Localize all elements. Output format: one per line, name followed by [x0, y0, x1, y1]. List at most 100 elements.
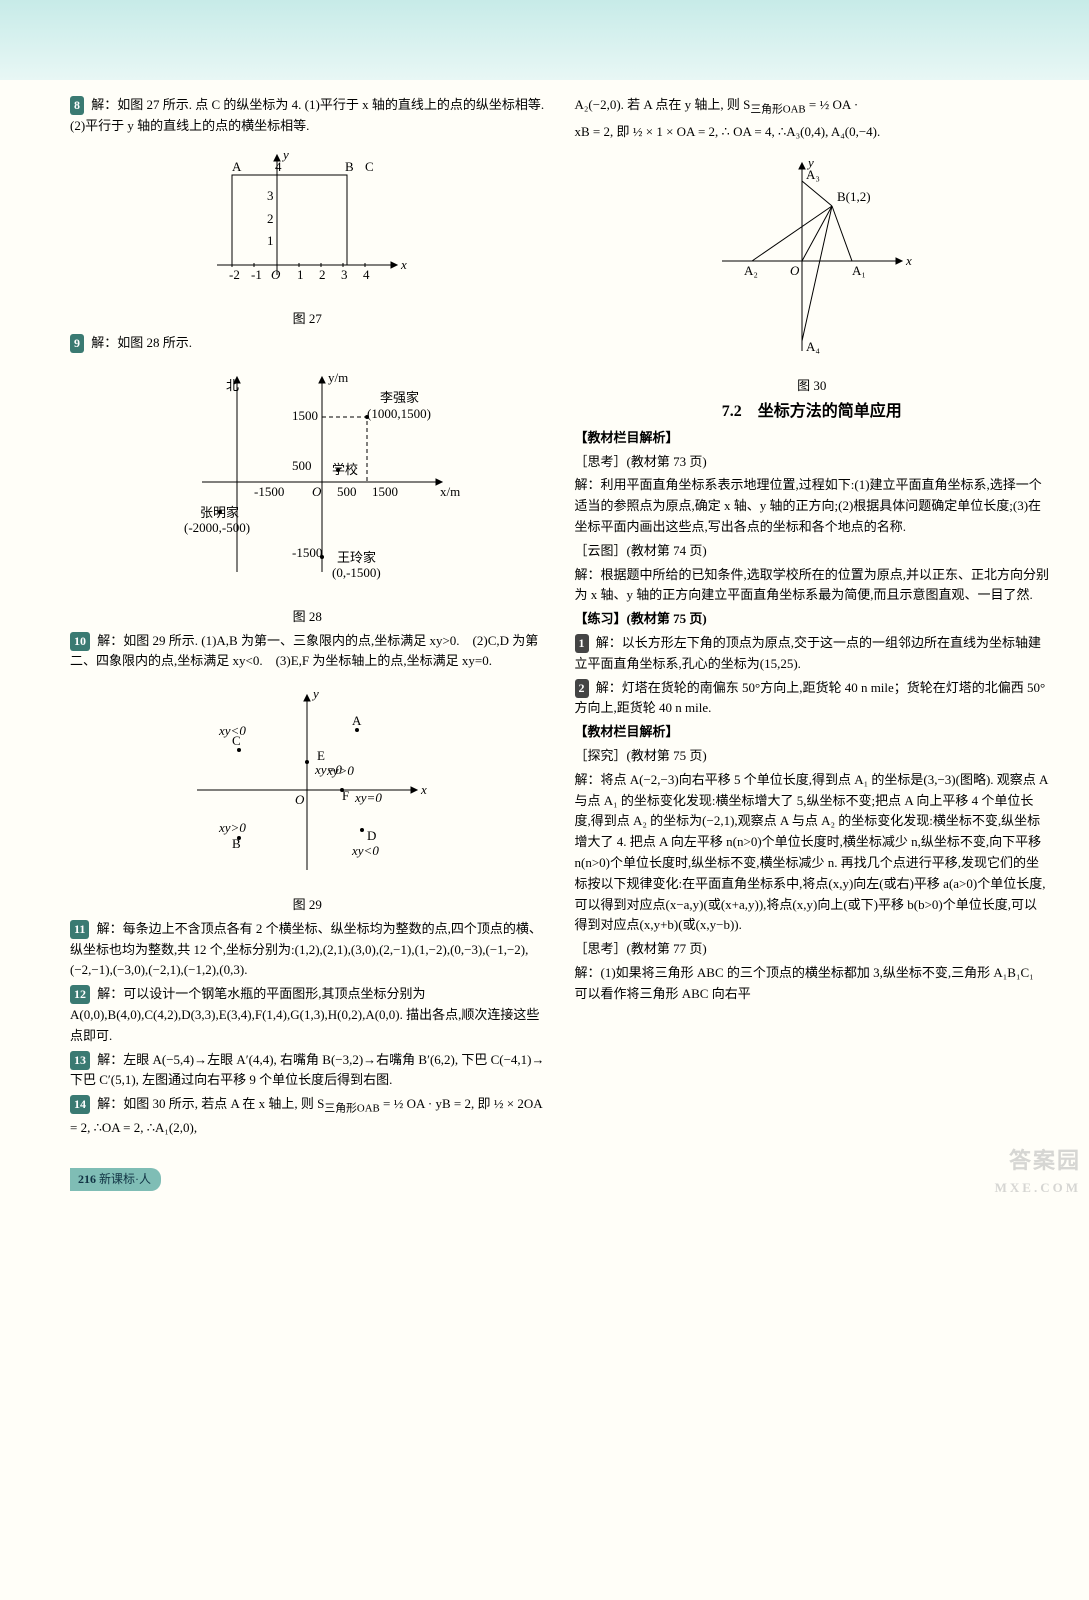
text-14a: 解：如图 30 所示, 若点 A 在 x 轴上, 则 S — [97, 1096, 324, 1111]
badge-14: 14 — [70, 1095, 90, 1114]
fig29-wrap: y x O A C E F B D xy<0 xy>0 xy=0 xy=0 xy… — [70, 680, 545, 887]
footer-text: 216 新课标·人 — [70, 1168, 161, 1191]
svg-text:学校: 学校 — [332, 462, 358, 477]
svg-text:A₁: A₁ — [852, 263, 866, 278]
svg-text:3: 3 — [267, 188, 274, 203]
section-title: 7.2 坐标方法的简单应用 — [575, 399, 1050, 425]
svg-text:李强家: 李强家 — [380, 390, 419, 405]
wm1: 答案园 — [995, 1143, 1081, 1178]
svg-text:y/m: y/m — [328, 370, 348, 385]
ex2-text: 解：灯塔在货轮的南偏东 50°方向上,距货轮 40 n mile；货轮在灯塔的北… — [575, 680, 1046, 716]
badge-13: 13 — [70, 1051, 90, 1070]
svg-text:A₃: A₃ — [806, 167, 820, 182]
block2-head: 【教材栏目解析】 — [575, 722, 1050, 743]
text-13: 解：左眼 A(−5,4)→左眼 A′(4,4), 右嘴角 B(−3,2)→右嘴角… — [70, 1052, 545, 1088]
svg-text:1500: 1500 — [372, 484, 398, 499]
left-column: 8 解：如图 27 所示. 点 C 的纵坐标为 4. (1)平行于 x 轴的直线… — [70, 95, 545, 1142]
svg-text:-1500: -1500 — [254, 484, 284, 499]
sikao-head: ［思考］(教材第 73 页) — [575, 452, 1050, 473]
problem-9: 9 解：如图 28 所示. — [70, 333, 545, 354]
svg-text:B: B — [345, 159, 354, 174]
problem-13: 13 解：左眼 A(−5,4)→左眼 A′(4,4), 右嘴角 B(−3,2)→… — [70, 1050, 545, 1092]
svg-text:E: E — [317, 748, 325, 763]
text-10: 解：如图 29 所示. (1)A,B 为第一、三象限内的点,坐标满足 xy>0.… — [70, 633, 538, 669]
svg-text:500: 500 — [292, 458, 312, 473]
text-9: 解：如图 28 所示. — [91, 335, 192, 350]
badge-10: 10 — [70, 632, 90, 651]
svg-text:xy=0: xy=0 — [314, 762, 342, 777]
text-14sub: 三角形OAB — [324, 1103, 379, 1115]
svg-text:O: O — [790, 263, 800, 278]
text-11: 解：每条边上不含顶点各有 2 个横坐标、纵坐标均为整数的点,四个顶点的横、纵坐标… — [70, 921, 542, 978]
svg-text:B(1,2): B(1,2) — [837, 189, 871, 204]
tanjiu-text: 解：将点 A(−2,−3)向右平移 5 个单位长度,得到点 A₁ 的坐标是(3,… — [575, 770, 1050, 936]
svg-text:1500: 1500 — [292, 408, 318, 423]
svg-text:D: D — [367, 828, 376, 843]
ex1-badge: 1 — [575, 634, 589, 653]
fig29-caption: 图 29 — [70, 895, 545, 916]
cont-14-1: A₂(−2,0). 若 A 点在 y 轴上, 则 S三角形OAB = ½ OA … — [575, 95, 1050, 119]
svg-text:xy=0: xy=0 — [354, 790, 382, 805]
problem-14: 14 解：如图 30 所示, 若点 A 在 x 轴上, 则 S三角形OAB = … — [70, 1094, 545, 1139]
badge-12: 12 — [70, 985, 90, 1004]
fig30-caption: 图 30 — [575, 376, 1050, 397]
text-8: 解：如图 27 所示. 点 C 的纵坐标为 4. (1)平行于 x 轴的直线上的… — [70, 97, 557, 133]
svg-text:A: A — [232, 159, 242, 174]
svg-text:500: 500 — [337, 484, 357, 499]
problem-8: 8 解：如图 27 所示. 点 C 的纵坐标为 4. (1)平行于 x 轴的直线… — [70, 95, 545, 137]
svg-text:x: x — [905, 253, 912, 268]
svg-text:2: 2 — [319, 267, 326, 282]
problem-12: 12 解：可以设计一个钢笔水瓶的平面图形,其顶点坐标分别为 A(0,0),B(4… — [70, 984, 545, 1046]
ex2: 2 解：灯塔在货轮的南偏东 50°方向上,距货轮 40 n mile；货轮在灯塔… — [575, 678, 1050, 720]
svg-text:O: O — [271, 267, 281, 282]
svg-text:y: y — [311, 686, 319, 701]
svg-text:-1500: -1500 — [292, 545, 322, 560]
ex1-text: 解：以长方形左下角的顶点为原点,交于这一点的一组邻边所在直线为坐标轴建立平面直角… — [575, 635, 1042, 671]
svg-text:y: y — [281, 147, 289, 162]
svg-text:王玲家: 王玲家 — [337, 550, 376, 565]
svg-text:北: 北 — [226, 378, 239, 393]
cont-14-2: xB = 2, 即 ½ × 1 × OA = 2, ∴ OA = 4, ∴A₃(… — [575, 122, 1050, 143]
svg-text:xy<0: xy<0 — [351, 843, 379, 858]
badge-11: 11 — [70, 920, 89, 939]
fig28-svg: 北 y/m x/m 1500 500 -1500 O 500 1500 -1500 学校… — [142, 362, 472, 592]
content: 8 解：如图 27 所示. 点 C 的纵坐标为 4. (1)平行于 x 轴的直线… — [0, 80, 1089, 1162]
watermark: 答案园 MXE.COM — [995, 1143, 1081, 1199]
svg-text:(-2000,-500): (-2000,-500) — [184, 520, 250, 535]
fig27-caption: 图 27 — [70, 309, 545, 330]
svg-text:O: O — [312, 484, 322, 499]
svg-text:4: 4 — [363, 267, 370, 282]
sikao2-head: ［思考］(教材第 77 页) — [575, 939, 1050, 960]
svg-text:2: 2 — [267, 211, 274, 226]
svg-text:(0,-1500): (0,-1500) — [332, 565, 381, 580]
fig30-wrap: y x O A₃ B(1,2) A₂ A₁ A₄ — [575, 151, 1050, 368]
svg-text:xy<0: xy<0 — [218, 723, 246, 738]
svg-text:x: x — [420, 782, 427, 797]
badge-8: 8 — [70, 96, 84, 115]
tanjiu-head: ［探究］(教材第 75 页) — [575, 746, 1050, 767]
ex2-badge: 2 — [575, 679, 589, 698]
svg-text:x: x — [400, 257, 407, 272]
footer-label: 新课标·人 — [99, 1172, 151, 1186]
yuntu-head: ［云图］(教材第 74 页) — [575, 541, 1050, 562]
block1-head: 【教材栏目解析】 — [575, 428, 1050, 449]
problem-11: 11 解：每条边上不含顶点各有 2 个横坐标、纵坐标均为整数的点,四个顶点的横、… — [70, 919, 545, 981]
svg-text:3: 3 — [341, 267, 348, 282]
fig27-svg: A4 BC 321 -2-1 O 12 34 x y — [197, 145, 417, 295]
right-column: A₂(−2,0). 若 A 点在 y 轴上, 则 S三角形OAB = ½ OA … — [575, 95, 1050, 1142]
wm2: MXE.COM — [995, 1178, 1081, 1199]
svg-text:-1: -1 — [251, 267, 262, 282]
svg-text:x/m: x/m — [440, 484, 460, 499]
svg-text:1: 1 — [297, 267, 304, 282]
svg-text:A₄: A₄ — [806, 339, 820, 354]
svg-text:-2: -2 — [229, 267, 240, 282]
fig28-caption: 图 28 — [70, 607, 545, 628]
ex1: 1 解：以长方形左下角的顶点为原点,交于这一点的一组邻边所在直线为坐标轴建立平面… — [575, 633, 1050, 675]
fig30-svg: y x O A₃ B(1,2) A₂ A₁ A₄ — [702, 151, 922, 361]
svg-text:A: A — [352, 713, 362, 728]
svg-text:C: C — [365, 159, 374, 174]
sikao-text: 解：利用平面直角坐标系表示地理位置,过程如下:(1)建立平面直角坐标系,选择一个… — [575, 475, 1050, 537]
header-band — [0, 0, 1089, 80]
page-number: 216 — [78, 1172, 96, 1186]
lianxi-head: 【练习】(教材第 75 页) — [575, 609, 1050, 630]
